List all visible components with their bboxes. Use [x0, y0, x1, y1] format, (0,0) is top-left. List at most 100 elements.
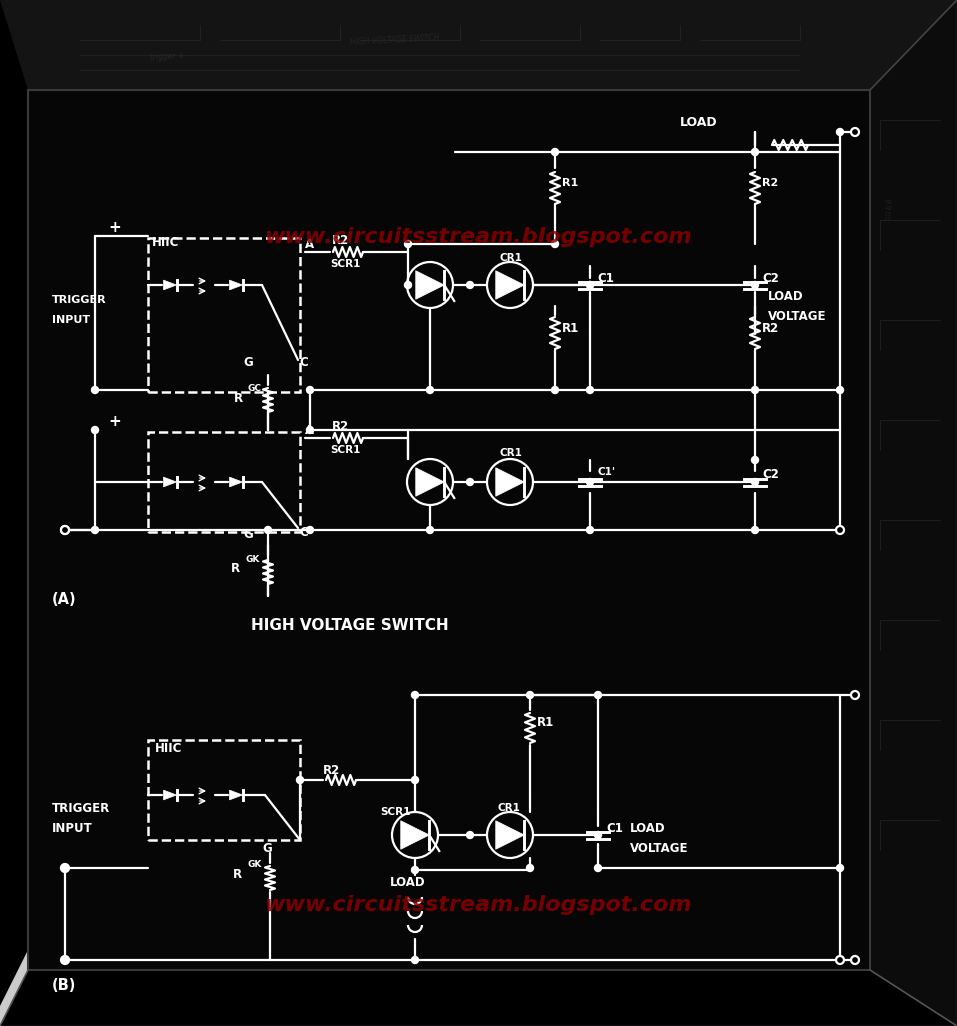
Polygon shape — [230, 477, 242, 487]
Circle shape — [61, 956, 69, 963]
Circle shape — [851, 956, 859, 964]
Text: www.circuitsstream.blogspot.com: www.circuitsstream.blogspot.com — [264, 227, 692, 247]
Circle shape — [427, 387, 434, 394]
Polygon shape — [164, 790, 176, 800]
Circle shape — [306, 427, 314, 434]
Polygon shape — [415, 271, 444, 300]
Polygon shape — [164, 280, 176, 290]
Circle shape — [587, 281, 593, 288]
Text: HIGH VOLTAGE SWITCH: HIGH VOLTAGE SWITCH — [251, 618, 449, 632]
Text: HIIC: HIIC — [155, 742, 183, 754]
Text: A: A — [305, 424, 314, 436]
Circle shape — [412, 956, 418, 963]
Circle shape — [466, 478, 474, 485]
Circle shape — [551, 387, 559, 394]
Circle shape — [526, 692, 533, 699]
Circle shape — [751, 387, 759, 394]
Circle shape — [466, 281, 474, 288]
Circle shape — [61, 865, 69, 871]
Circle shape — [836, 526, 843, 534]
Text: R1: R1 — [562, 321, 579, 334]
Polygon shape — [496, 468, 524, 497]
Circle shape — [851, 690, 859, 699]
Text: trigger + -: trigger + - — [150, 51, 190, 62]
Text: VOLTAGE: VOLTAGE — [768, 310, 827, 322]
Text: C2: C2 — [762, 469, 779, 481]
Text: R2: R2 — [323, 763, 341, 777]
Circle shape — [836, 865, 843, 871]
Text: R: R — [231, 561, 240, 575]
Text: HIGH VOLTAGE SWITCH: HIGH VOLTAGE SWITCH — [350, 33, 440, 47]
Polygon shape — [496, 271, 524, 300]
Text: TRIGGER: TRIGGER — [52, 801, 110, 815]
Text: LOAD: LOAD — [630, 822, 666, 834]
Circle shape — [61, 956, 69, 963]
Text: HIIC: HIIC — [152, 237, 179, 249]
Text: LOAD: LOAD — [680, 116, 718, 128]
Circle shape — [412, 692, 418, 699]
Text: G: G — [262, 841, 272, 855]
Text: (B): (B) — [52, 978, 77, 993]
Circle shape — [297, 777, 303, 784]
Text: +: + — [108, 221, 121, 236]
Text: INPUT: INPUT — [52, 822, 93, 834]
Circle shape — [751, 478, 759, 485]
Circle shape — [751, 149, 759, 156]
Text: (A): (A) — [52, 592, 77, 607]
Text: www.circuitsstream.blogspot.com: www.circuitsstream.blogspot.com — [264, 895, 692, 915]
Circle shape — [587, 526, 593, 534]
Circle shape — [594, 692, 602, 699]
Circle shape — [61, 864, 69, 872]
Circle shape — [836, 387, 843, 394]
Text: R1
R2
C1
C2: R1 R2 C1 C2 — [885, 200, 892, 223]
Circle shape — [587, 387, 593, 394]
Circle shape — [412, 867, 418, 873]
Text: R2: R2 — [332, 421, 349, 434]
Circle shape — [551, 240, 559, 247]
Text: TRIGGER: TRIGGER — [52, 295, 106, 305]
Text: CR1: CR1 — [500, 448, 523, 458]
Text: G: G — [243, 528, 253, 542]
Text: C2: C2 — [762, 273, 779, 285]
Circle shape — [412, 777, 418, 784]
Circle shape — [92, 387, 99, 394]
Text: GK: GK — [246, 555, 260, 564]
Polygon shape — [0, 950, 28, 1026]
Circle shape — [466, 831, 474, 838]
Text: SCR1: SCR1 — [330, 259, 361, 269]
Circle shape — [587, 478, 593, 485]
Text: GK: GK — [248, 860, 262, 869]
Text: +: + — [108, 415, 121, 430]
Text: R2: R2 — [332, 234, 349, 246]
Polygon shape — [870, 0, 957, 1026]
Circle shape — [61, 526, 69, 534]
Polygon shape — [164, 477, 176, 487]
Circle shape — [92, 526, 99, 534]
Text: SCR1: SCR1 — [330, 445, 361, 455]
Circle shape — [587, 281, 593, 288]
Text: R2: R2 — [762, 321, 779, 334]
Circle shape — [306, 526, 314, 534]
Text: R1: R1 — [537, 715, 554, 728]
Circle shape — [405, 240, 412, 247]
Circle shape — [751, 526, 759, 534]
Circle shape — [306, 387, 314, 394]
Text: CR1: CR1 — [500, 253, 523, 263]
Text: C1: C1 — [597, 273, 613, 285]
Polygon shape — [496, 821, 524, 850]
Circle shape — [836, 956, 844, 964]
Text: C: C — [299, 525, 308, 539]
Text: LOAD: LOAD — [768, 289, 804, 303]
Circle shape — [594, 831, 602, 838]
Text: C1': C1' — [597, 467, 615, 477]
Text: C: C — [299, 355, 308, 368]
Text: LOAD: LOAD — [390, 876, 426, 890]
Text: CR1: CR1 — [497, 803, 520, 813]
Polygon shape — [230, 280, 242, 290]
Bar — [28, 90, 870, 970]
Text: GC: GC — [248, 384, 262, 393]
Circle shape — [836, 526, 844, 534]
Circle shape — [551, 149, 559, 156]
Circle shape — [851, 128, 859, 136]
Circle shape — [92, 427, 99, 434]
